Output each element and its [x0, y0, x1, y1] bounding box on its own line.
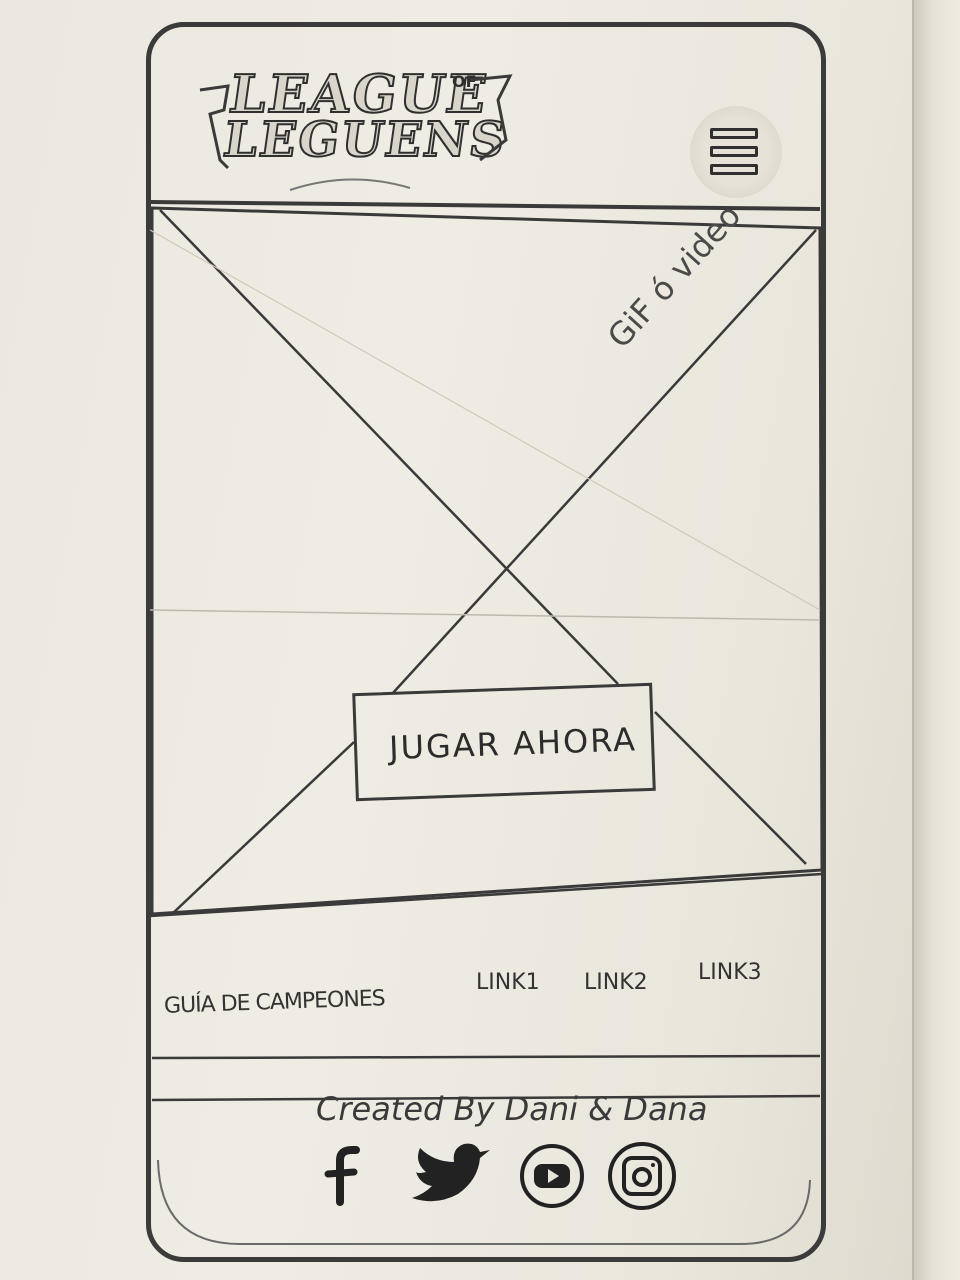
twitter-link[interactable] — [406, 1140, 490, 1212]
menu-button[interactable] — [690, 106, 782, 198]
notebook-edge — [912, 0, 960, 1280]
facebook-link[interactable] — [300, 1140, 372, 1212]
footer-credit: Created By Dani & Dana — [316, 1090, 708, 1128]
logo-swoosh-icon — [199, 74, 513, 191]
play-now-button[interactable]: JUGAR AHORA — [352, 682, 656, 802]
nav-link-champion-guide[interactable]: GUÍA DE CAMPEONES — [163, 986, 386, 1019]
social-links — [300, 1140, 700, 1220]
logo-of: OF — [452, 72, 477, 91]
youtube-icon — [520, 1144, 584, 1208]
facebook-icon — [324, 1146, 360, 1206]
nav-link-1[interactable]: LINK1 — [476, 970, 540, 995]
play-now-label: JUGAR AHORA — [388, 720, 638, 768]
site-logo[interactable]: LEAGUE OF LEGUENS — [180, 60, 530, 200]
site-header: LEAGUE OF LEGUENS — [150, 30, 820, 206]
nav-link-2[interactable]: LINK2 — [584, 970, 648, 995]
instagram-link[interactable] — [606, 1140, 678, 1212]
nav-link-3[interactable]: LINK3 — [698, 960, 762, 985]
instagram-icon — [608, 1142, 676, 1210]
youtube-link[interactable] — [516, 1140, 588, 1212]
nav-links: GUÍA DE CAMPEONES LINK1 LINK2 LINK3 — [150, 950, 820, 1020]
twitter-icon — [412, 1143, 490, 1202]
